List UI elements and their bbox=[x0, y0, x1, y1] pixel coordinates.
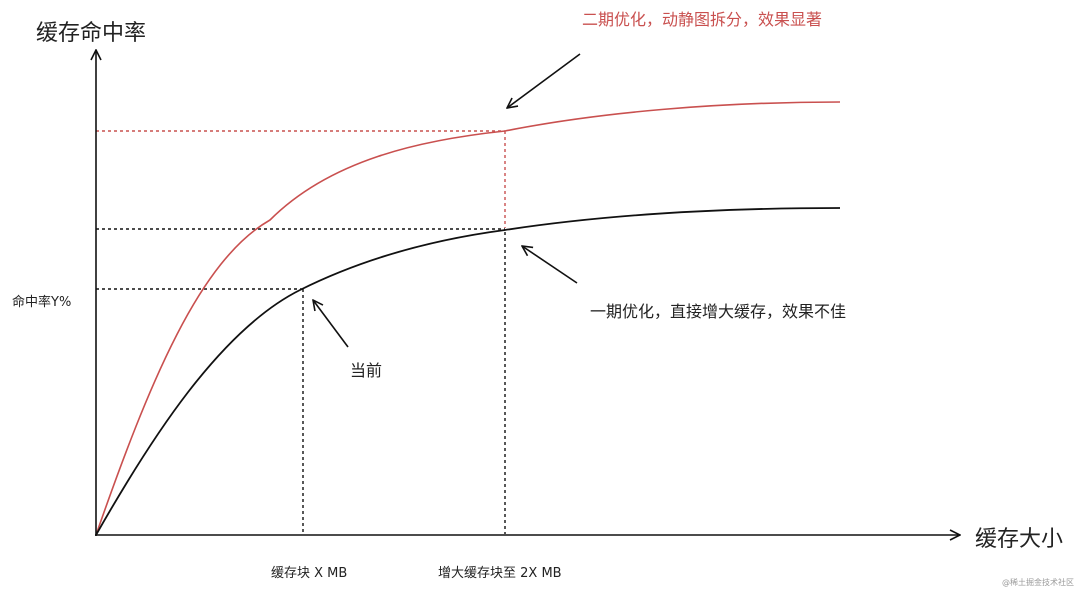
annotation-baseline: 一期优化，直接增大缓存，效果不佳 bbox=[590, 302, 846, 321]
arrow-baseline-annotation bbox=[522, 246, 578, 284]
x-tick-label-2x: 增大缓存块至 2X MB bbox=[438, 566, 562, 581]
x-tick-label-x: 缓存块 X MB bbox=[271, 566, 347, 581]
y-tick-label: 命中率Y% bbox=[12, 294, 71, 310]
series-baseline-curve bbox=[95, 207, 841, 536]
arrow-current-annotation bbox=[313, 300, 349, 348]
series-optimized-curve bbox=[95, 101, 841, 536]
y-axis-title: 缓存命中率 bbox=[36, 21, 146, 46]
annotation-current: 当前 bbox=[350, 361, 382, 380]
arrow-optimized-annotation bbox=[507, 53, 581, 108]
x-axis-title: 缓存大小 bbox=[975, 527, 1063, 552]
annotation-optimized: 二期优化，动静图拆分，效果显著 bbox=[582, 10, 822, 29]
watermark-text: @稀土掘金技术社区 bbox=[1002, 577, 1074, 587]
